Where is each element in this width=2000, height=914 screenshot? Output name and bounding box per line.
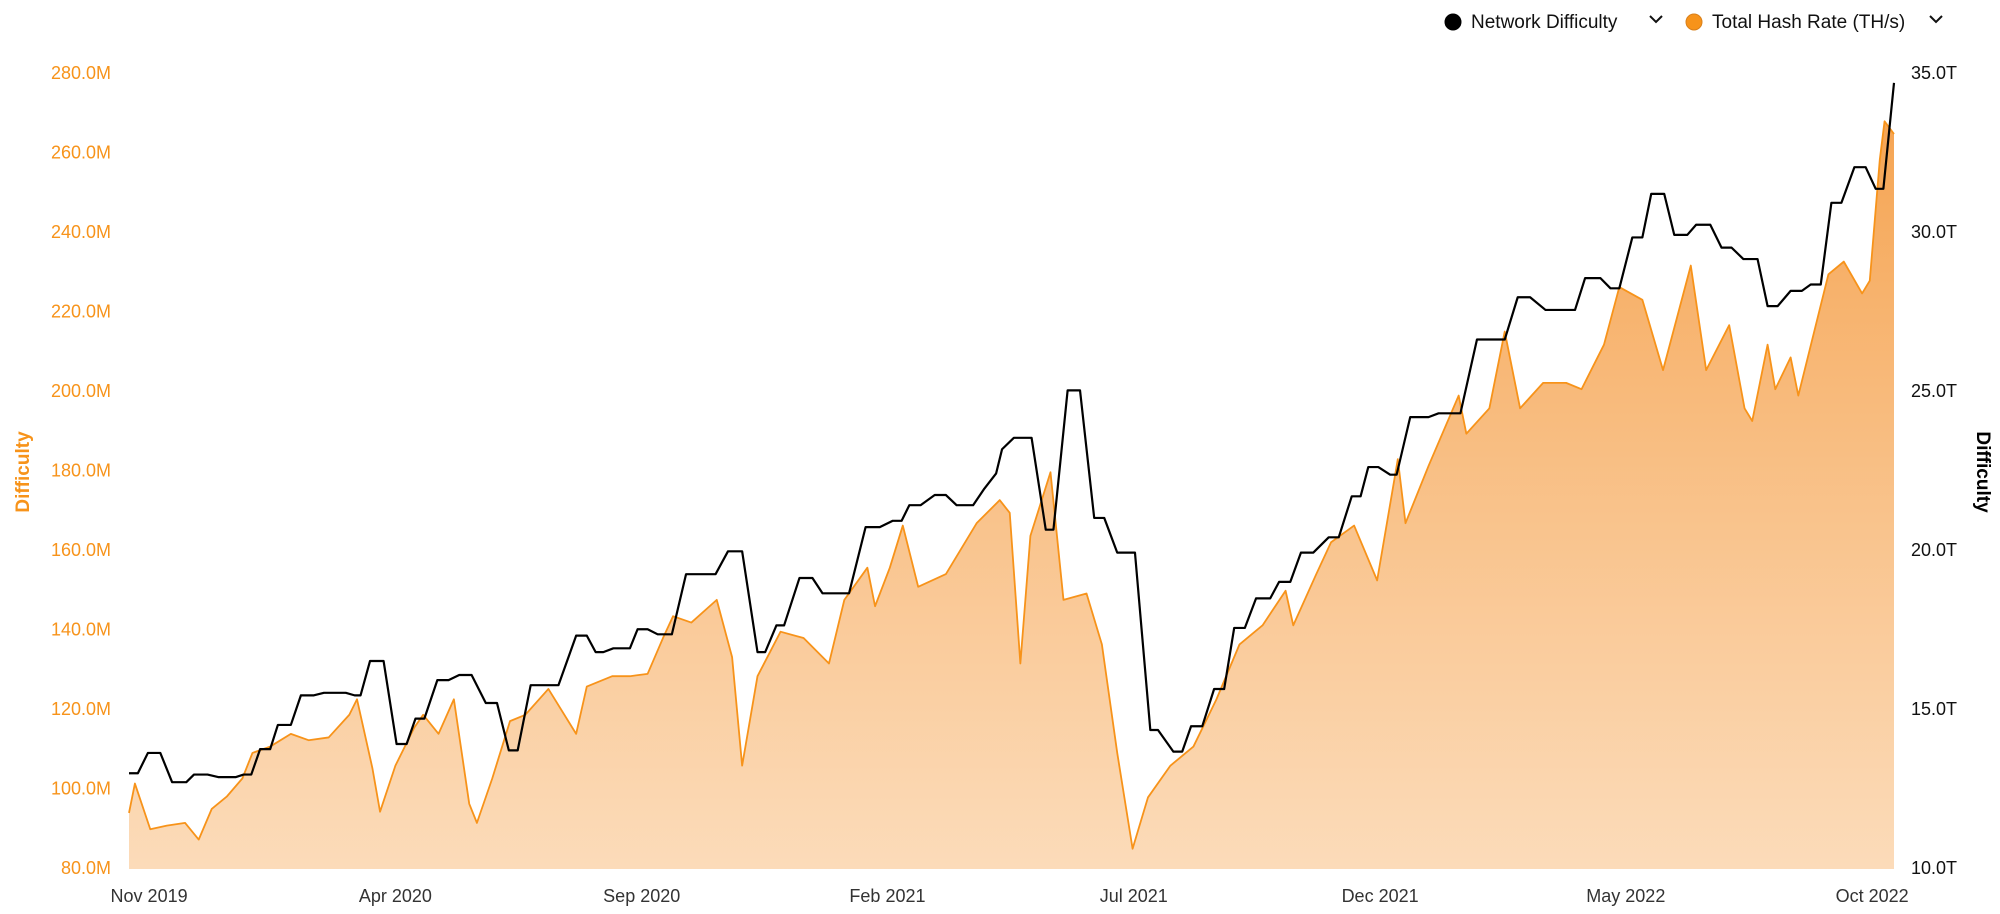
x-tick-label: Feb 2021 [849,886,925,906]
legend-swatch [1444,13,1462,31]
y2-tick-label: 10.0T [1911,858,1957,878]
x-tick-label: Nov 2019 [111,886,188,906]
axes: Difficulty Difficulty 80.0M 100.0M 120.0M 1… [13,63,1993,906]
plot-area [128,82,1896,870]
x-tick-label: Apr 2020 [359,886,432,906]
y-tick-label: 160.0M [51,540,111,560]
legend-item[interactable]: Network Difficulty [1444,12,1663,33]
legend: Network Difficulty Total Hash Rate (TH/s) [1444,12,1943,33]
line [128,120,1895,850]
x-tick-label: Sep 2020 [603,886,680,906]
y-tick-label: 80.0M [61,858,111,878]
y-tick-label: 100.0M [51,778,111,798]
y2-tick-label: 35.0T [1911,63,1957,83]
x-tick-label: Jul 2021 [1100,886,1168,906]
legend-label: Total Hash Rate (TH/s) [1712,12,1905,33]
area [129,121,1894,870]
y-tick-label: 240.0M [51,222,111,242]
line [129,82,1896,784]
y2-tick-label: 25.0T [1911,381,1957,401]
x-tick-label: May 2022 [1586,886,1665,906]
legend-item[interactable]: Total Hash Rate (TH/s) [1685,12,1943,33]
y-tick-label: 280.0M [51,63,111,83]
y-tick-label: 140.0M [51,619,111,639]
y2-tick-label: 20.0T [1911,540,1957,560]
legend-swatch [1685,13,1703,31]
y-tick-label: 180.0M [51,460,111,480]
y-tick-label: 200.0M [51,381,111,401]
y2-tick-label: 30.0T [1911,222,1957,242]
legend-dropdown-icon[interactable] [1649,15,1663,24]
y-axis-title: Difficulty [13,431,34,513]
x-tick-label: Dec 2021 [1342,886,1419,906]
legend-dropdown-icon[interactable] [1929,15,1943,24]
legend-label: Network Difficulty [1471,12,1618,33]
y2-tick-label: 15.0T [1911,699,1957,719]
y-tick-label: 260.0M [51,142,111,162]
y-tick-label: 220.0M [51,301,111,321]
y-tick-label: 120.0M [51,699,111,719]
y2-axis-title: Difficulty [1972,431,1993,513]
x-tick-label: Oct 2022 [1836,886,1909,906]
